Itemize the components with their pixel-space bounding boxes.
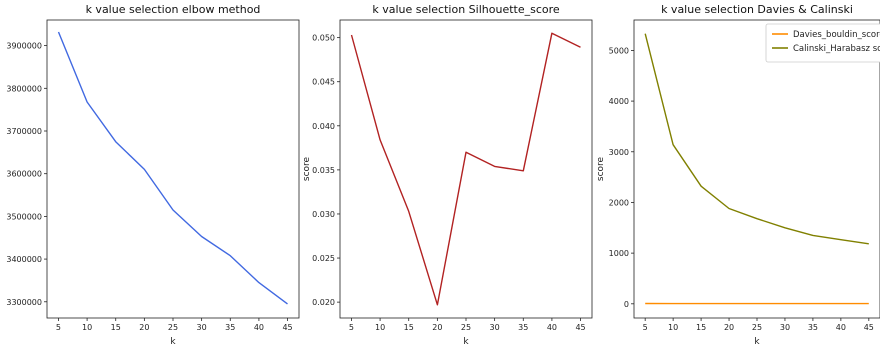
x-tick-label: 40 (547, 323, 557, 332)
y-tick-label: 3900000 (6, 42, 42, 51)
y-tick-label: 0 (624, 300, 629, 309)
x-tick-label: 35 (808, 323, 818, 332)
series-line-2 (644, 33, 869, 245)
x-tick-label: 40 (836, 323, 846, 332)
legend: Davies_bouldin_score Calinski_Harabasz sc… (765, 23, 880, 63)
x-tick-label: 30 (490, 323, 500, 332)
x-tick-label: 45 (575, 323, 585, 332)
y-tick-label: 0.020 (312, 298, 335, 307)
x-axis-label: k (754, 337, 760, 347)
legend-entry: Davies_bouldin_score (793, 30, 880, 40)
x-tick-label: 15 (696, 323, 706, 332)
series-line-1 (350, 32, 581, 306)
y-tick-label: 2000 (609, 198, 629, 207)
x-tick-label: 40 (254, 323, 264, 332)
y-tick-label: 0.030 (312, 210, 335, 219)
x-tick-label: 5 (643, 323, 648, 332)
y-tick-label: 4000 (609, 97, 629, 106)
subplot-2: k value selection Silhouette_score 5 10 15 2… (302, 3, 593, 347)
y-tick-label: 3400000 (6, 255, 42, 264)
chart-title: k value selection Silhouette_score (372, 3, 560, 16)
y-tick-label: 3300000 (6, 298, 42, 307)
y-tick-label: 0.025 (312, 254, 335, 263)
x-tick-label: 35 (518, 323, 528, 332)
x-tick-label: 30 (780, 323, 790, 332)
chart-title: k value selection Davies & Calinski (661, 3, 853, 16)
x-tick-label: 25 (461, 323, 471, 332)
x-tick-label: 25 (752, 323, 762, 332)
y-tick-label: 0.050 (312, 34, 335, 43)
x-tick-label: 25 (168, 323, 178, 332)
axes-frame (633, 19, 880, 319)
chart-title: k value selection elbow method (86, 3, 261, 16)
x-tick-label: 10 (82, 323, 92, 332)
y-tick-label: 3700000 (6, 127, 42, 136)
y-tick-label: 3500000 (6, 212, 42, 221)
legend-box (765, 23, 880, 63)
y-axis-label: score (596, 156, 606, 181)
x-tick-label: 35 (225, 323, 235, 332)
y-tick-label: 3600000 (6, 170, 42, 179)
y-tick-label: 0.040 (312, 122, 335, 131)
x-tick-label: 15 (404, 323, 414, 332)
x-tick-label: 45 (864, 323, 874, 332)
series-line-1 (57, 31, 288, 305)
y-tick-label: 5000 (609, 46, 629, 55)
x-tick-label: 45 (282, 323, 292, 332)
y-axis-label: score (302, 156, 312, 181)
x-tick-label: 20 (724, 323, 734, 332)
x-tick-label: 20 (139, 323, 149, 332)
x-axis-label: k (170, 337, 176, 347)
x-tick-label: 10 (375, 323, 385, 332)
y-tick-label: 1000 (609, 249, 629, 258)
x-tick-label: 10 (668, 323, 678, 332)
x-tick-label: 20 (432, 323, 442, 332)
legend-entry: Calinski_Harabasz score (793, 44, 880, 54)
x-tick-label: 15 (111, 323, 121, 332)
x-tick-label: 30 (197, 323, 207, 332)
y-tick-label: 3800000 (6, 84, 42, 93)
x-tick-label: 5 (56, 323, 61, 332)
y-tick-label: 0.035 (312, 166, 335, 175)
y-tick-label: 0.045 (312, 78, 335, 87)
y-tick-label: 3000 (609, 148, 629, 157)
subplot-3: k value selection Davies & Calinski 5 10 15… (596, 3, 880, 347)
x-axis-label: k (463, 337, 469, 347)
subplot-1: k value selection elbow method 5 10 15 20 25 3… (6, 3, 300, 347)
axes-frame (339, 19, 593, 319)
axes-frame (46, 19, 300, 319)
x-tick-label: 5 (349, 323, 354, 332)
